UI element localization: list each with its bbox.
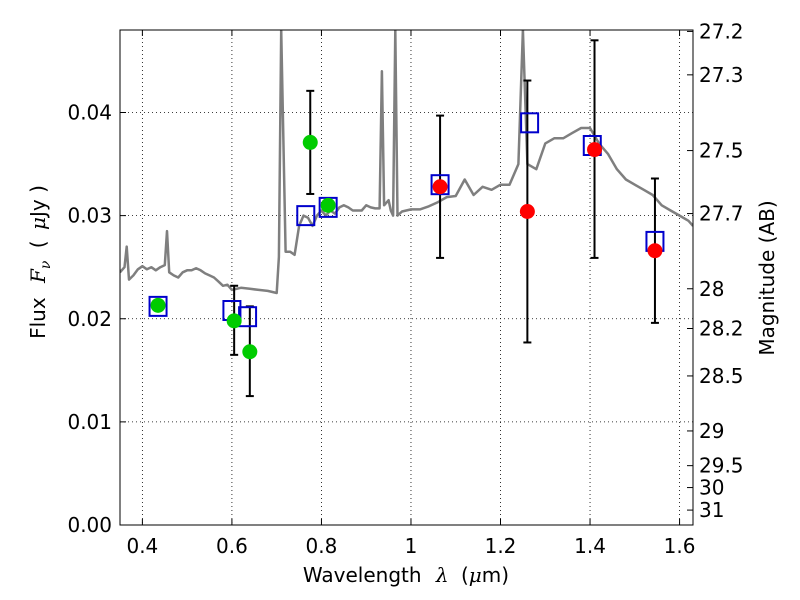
x-tick-label: 0.8: [306, 534, 338, 558]
green-data-point: [226, 313, 242, 329]
model-square-point: [148, 295, 168, 317]
y-axis-title-text: Flux: [26, 297, 50, 339]
y2-tick-label: 28.2: [699, 316, 744, 340]
grid: [120, 30, 693, 525]
y2-tick-label: 28.5: [699, 364, 744, 388]
model-square-point: [520, 112, 540, 134]
y2-tick-label: 28: [699, 277, 724, 301]
x-tick-label: 1.6: [664, 534, 696, 558]
y2-tick-label: 27.7: [699, 202, 744, 226]
y2-tick-label: 27.3: [699, 63, 744, 87]
x-axis-unit-open: (: [461, 563, 469, 587]
y-axis-unit-mu: μ: [26, 217, 50, 230]
y-tick-label: 0.04: [67, 101, 112, 125]
plot-background: [120, 30, 693, 525]
green-data-point: [242, 344, 258, 360]
x-tick-label: 0.6: [216, 534, 248, 558]
red-data-point: [432, 179, 448, 195]
y2-tick-label: 30: [699, 476, 724, 500]
y-tick-label: 0.00: [67, 513, 112, 537]
x-axis-unit-rest: m): [482, 563, 509, 587]
y-axis-unit-rest: Jy ): [26, 185, 50, 219]
y-axis-title: Flux Fν ( μJy ): [26, 185, 55, 339]
y-axis-unit-open: (: [26, 240, 50, 248]
y2-tick-label: 29.5: [699, 454, 744, 478]
x-tick-label: 1.4: [574, 534, 606, 558]
red-data-point: [519, 204, 535, 219]
y-tick-label: 0.03: [67, 204, 112, 228]
y2-tick-label: 27.2: [699, 19, 744, 43]
x-axis-symbol: λ: [435, 563, 449, 587]
y2-tick-label: 29: [699, 419, 724, 443]
x-tick-label: 1: [405, 534, 418, 558]
y2-tick-label: 31: [699, 498, 724, 522]
x-tick-label: 1.2: [485, 534, 517, 558]
x-axis-unit-mu: μ: [469, 563, 482, 587]
markers: [148, 112, 665, 360]
y-axis-subscript: ν: [38, 260, 54, 269]
red-data-point: [647, 243, 663, 259]
x-tick-label: 0.4: [126, 534, 158, 558]
green-data-point: [150, 297, 166, 313]
spectrum-line: [120, 30, 693, 295]
red-data-point: [587, 142, 603, 158]
model-square-point: [296, 205, 316, 227]
y-axis-symbol: F: [26, 268, 50, 284]
green-data-point: [302, 134, 318, 150]
green-data-point: [320, 197, 336, 213]
y-tick-label: 0.02: [67, 307, 112, 331]
y2-axis-title: Magnitude (AB): [755, 200, 779, 355]
x-axis-title: Wavelength λ (μm): [303, 563, 509, 587]
y-tick-label: 0.01: [67, 410, 112, 434]
plot-frame: [119, 29, 694, 526]
x-axis-title-text: Wavelength: [303, 563, 422, 587]
plot-area: [120, 30, 693, 295]
axes: 0.4 0.6 0.8 1 1.2 1.4 1.6 0.00 0.01 0.02 0.03 0.04 2…: [67, 19, 743, 558]
y2-tick-label: 27.5: [699, 139, 744, 163]
